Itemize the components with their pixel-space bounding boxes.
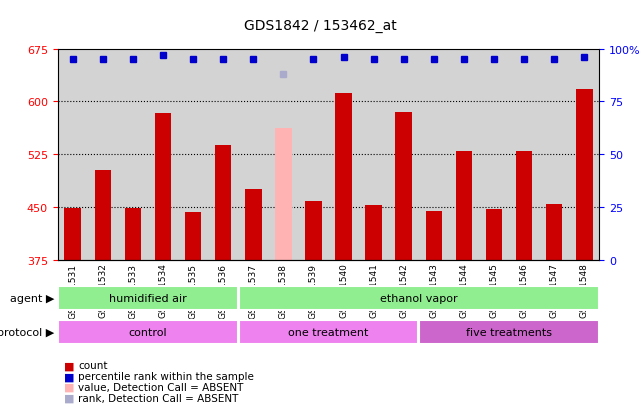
Text: ■: ■ <box>64 361 74 370</box>
Bar <box>58 320 238 344</box>
Bar <box>154 114 171 260</box>
Bar <box>486 210 503 260</box>
Bar <box>335 94 352 260</box>
Bar <box>395 113 412 260</box>
Bar <box>419 320 599 344</box>
Text: protocol ▶: protocol ▶ <box>0 327 54 337</box>
Bar <box>546 205 562 260</box>
Bar <box>365 205 382 260</box>
Text: control: control <box>129 327 167 337</box>
Text: rank, Detection Call = ABSENT: rank, Detection Call = ABSENT <box>78 393 238 403</box>
Bar <box>456 152 472 260</box>
Bar <box>215 146 231 260</box>
Bar <box>58 286 238 311</box>
Text: five treatments: five treatments <box>466 327 552 337</box>
Text: ■: ■ <box>64 393 74 403</box>
Text: ■: ■ <box>64 382 74 392</box>
Text: agent ▶: agent ▶ <box>10 293 54 304</box>
Bar <box>185 212 201 260</box>
Bar <box>245 189 262 260</box>
Bar <box>239 286 599 311</box>
Bar <box>305 201 322 260</box>
Bar <box>239 320 418 344</box>
Bar <box>95 170 111 260</box>
Text: percentile rank within the sample: percentile rank within the sample <box>78 371 254 381</box>
Bar <box>275 128 292 260</box>
Text: count: count <box>78 361 108 370</box>
Bar <box>65 208 81 260</box>
Text: value, Detection Call = ABSENT: value, Detection Call = ABSENT <box>78 382 244 392</box>
Text: humidified air: humidified air <box>109 293 187 304</box>
Text: GDS1842 / 153462_at: GDS1842 / 153462_at <box>244 19 397 33</box>
Bar <box>124 208 141 260</box>
Text: ethanol vapor: ethanol vapor <box>380 293 458 304</box>
Bar <box>576 90 592 260</box>
Bar <box>516 152 533 260</box>
Text: ■: ■ <box>64 371 74 381</box>
Text: one treatment: one treatment <box>288 327 369 337</box>
Bar <box>426 212 442 260</box>
